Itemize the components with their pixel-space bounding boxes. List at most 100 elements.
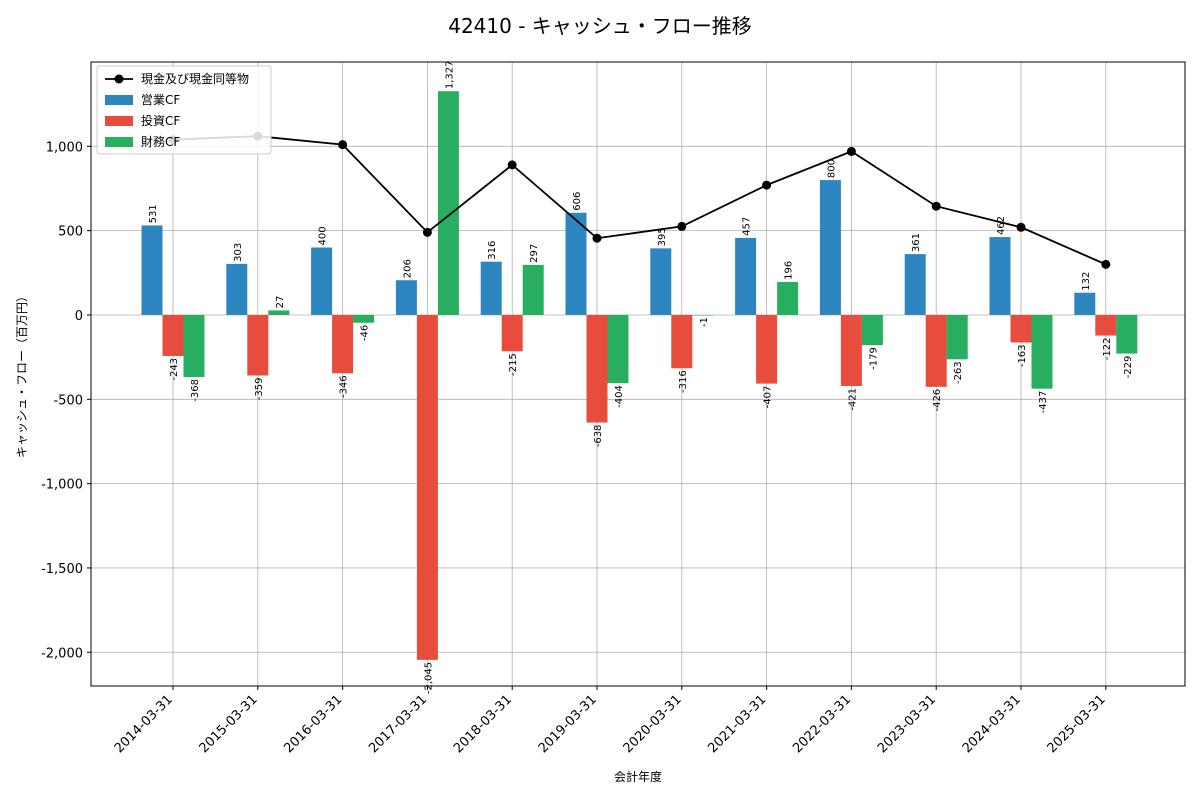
- bar-2-7: [777, 281, 799, 315]
- bar-0-7: [735, 237, 757, 315]
- bar-value-label: -368: [190, 379, 201, 402]
- bar-1-0: [162, 314, 184, 356]
- cash-balance-point: [338, 140, 348, 150]
- y-tick-label: -1,500: [41, 562, 83, 577]
- bar-value-label: 462: [996, 216, 1007, 235]
- bar-2-10: [1031, 314, 1053, 389]
- bar-1-6: [671, 314, 693, 369]
- bar-0-0: [141, 225, 163, 315]
- bar-value-label: 196: [784, 261, 795, 280]
- bar-value-label: 206: [402, 259, 413, 278]
- bar-1-8: [840, 314, 862, 386]
- bar-value-label: -346: [339, 375, 350, 398]
- bar-value-label: -2,045: [423, 662, 434, 694]
- bar-value-label: 316: [487, 241, 498, 260]
- bar-value-label: 27: [275, 296, 286, 309]
- bar-1-9: [925, 314, 947, 387]
- legend-entry-1: 投資CF: [141, 113, 180, 128]
- bar-value-label: -426: [932, 389, 943, 412]
- bar-value-label: -215: [508, 353, 519, 376]
- bar-0-9: [904, 254, 926, 315]
- bar-0-6: [650, 248, 672, 315]
- bar-value-label: 800: [826, 159, 837, 178]
- bar-value-label: -122: [1102, 338, 1113, 361]
- x-tick-label: 2017-03-31: [366, 692, 430, 756]
- bar-value-label: -421: [847, 388, 858, 411]
- cash-balance-point: [762, 180, 772, 190]
- bar-value-label: -404: [614, 385, 625, 408]
- legend-entry-0: 営業CF: [141, 93, 180, 107]
- bar-value-label: -229: [1123, 356, 1134, 379]
- bar-value-label: -179: [868, 347, 879, 370]
- bar-value-label: -638: [593, 425, 604, 448]
- cash-balance-point: [677, 221, 687, 231]
- legend-line-marker: [114, 74, 124, 84]
- bar-1-1: [247, 314, 269, 376]
- legend-entry-cash: 現金及び現金同等物: [141, 71, 249, 86]
- x-tick-label: 2016-03-31: [281, 692, 345, 756]
- plot-area: [91, 62, 1185, 686]
- bar-layer: [141, 91, 1138, 660]
- legend-swatch-1: [105, 116, 133, 126]
- x-tick-label: 2021-03-31: [705, 692, 769, 756]
- bar-2-6: [692, 314, 714, 316]
- y-tick-label: -2,000: [41, 646, 83, 661]
- cash-balance-point: [507, 160, 517, 170]
- x-tick-label: 2025-03-31: [1045, 692, 1109, 756]
- bar-1-7: [756, 314, 778, 384]
- bar-value-label: -46: [360, 325, 371, 341]
- bar-2-9: [946, 314, 968, 360]
- bar-0-2: [311, 247, 333, 315]
- cash-balance-point: [1016, 222, 1026, 232]
- x-tick-label: 2015-03-31: [197, 692, 261, 756]
- bar-value-label: -163: [1017, 344, 1028, 367]
- bar-1-4: [501, 314, 523, 352]
- bar-value-label: -316: [678, 370, 689, 393]
- bar-2-2: [353, 314, 375, 323]
- bar-1-3: [416, 314, 438, 660]
- x-tick-label: 2018-03-31: [451, 692, 515, 756]
- bar-value-label: 457: [742, 217, 753, 236]
- x-axis-label: 会計年度: [614, 769, 662, 784]
- x-tick-label: 2023-03-31: [875, 692, 939, 756]
- bar-value-label: 297: [529, 244, 540, 263]
- bar-value-label: 395: [657, 227, 668, 246]
- cash-balance-point: [1101, 259, 1111, 269]
- bar-2-8: [861, 314, 883, 346]
- cash-balance-point: [592, 233, 602, 243]
- bar-value-label: 303: [233, 243, 244, 262]
- bar-1-5: [586, 314, 608, 423]
- y-axis-label: キャッシュ・フロー（百万円）: [15, 290, 29, 458]
- cash-balance-point: [846, 146, 856, 156]
- bar-value-label: 531: [148, 204, 159, 223]
- bar-label-layer: 531 303 400 206 316 606 395 457 800 361 462 132 -243…: [148, 61, 1134, 695]
- bar-value-label: -437: [1038, 391, 1049, 414]
- x-tick-label: 2014-03-31: [112, 692, 176, 756]
- bar-2-1: [268, 310, 290, 315]
- bar-2-11: [1116, 314, 1138, 354]
- bar-value-label: 361: [911, 233, 922, 252]
- legend-swatch-0: [105, 95, 133, 105]
- bar-0-3: [395, 280, 417, 315]
- bar-2-3: [437, 91, 459, 315]
- bar-0-11: [1074, 292, 1096, 315]
- bar-2-4: [522, 264, 544, 315]
- y-tick-label: 0: [75, 309, 83, 324]
- y-tick-label: 1,000: [46, 140, 83, 155]
- bar-1-11: [1095, 314, 1117, 336]
- cash-line-layer: [168, 131, 1111, 269]
- chart-title: 42410 - キャッシュ・フロー推移: [448, 14, 752, 38]
- bar-2-5: [607, 314, 629, 384]
- bar-value-label: -243: [169, 358, 180, 381]
- bar-1-10: [1010, 314, 1032, 343]
- cash-balance-line: [172, 135, 1107, 266]
- bar-value-label: 1,327: [444, 61, 455, 90]
- bar-0-5: [565, 212, 587, 315]
- bar-2-0: [183, 314, 205, 378]
- plot-frame: [90, 61, 1186, 687]
- y-tick-label: -1,000: [41, 478, 83, 493]
- legend-box: [96, 65, 272, 155]
